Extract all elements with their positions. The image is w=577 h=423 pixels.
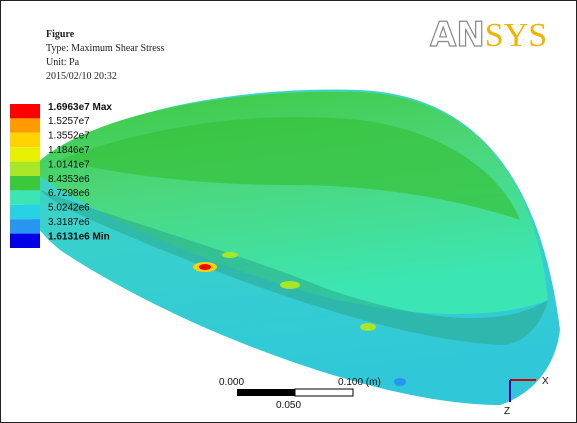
legend-swatch (10, 234, 40, 248)
axis-label: Z (504, 406, 510, 417)
legend-label: 1.5257e7 (48, 116, 90, 127)
scale-label: 0.050 (276, 400, 301, 411)
title: Figure (46, 29, 75, 40)
legend-swatch (10, 176, 40, 190)
legend-label: 1.0141e7 (48, 159, 90, 170)
logo-part: AN (430, 15, 485, 55)
legend-label: 1.6963e7 Max (48, 102, 112, 113)
legend-swatch (10, 147, 40, 161)
timestamp: 2015/02/10 20:32 (46, 71, 117, 82)
logo: ANSYS (430, 15, 547, 55)
scale-label: 0.100 (m) (338, 377, 381, 388)
legend-label: 6.7298e6 (48, 188, 90, 199)
legend-swatch (10, 118, 40, 132)
legend-swatch (10, 104, 40, 118)
legend-swatch (10, 162, 40, 176)
legend-swatch (10, 205, 40, 219)
legend-swatch (10, 219, 40, 233)
legend-label: 8.4353e6 (48, 174, 90, 185)
axis-label: X (542, 376, 549, 387)
legend-swatch (10, 190, 40, 204)
legend-label: 1.1846e7 (48, 145, 90, 156)
legend-swatch (10, 133, 40, 147)
legend-label: 5.0242e6 (48, 203, 90, 214)
legend-label: 1.6131e6 Min (48, 231, 110, 242)
legend-label: 3.3187e6 (48, 217, 90, 228)
logo-part: SYS (485, 17, 547, 54)
screenshot: Figure Type: Maximum Shear Stress Unit: … (0, 0, 577, 423)
unit: Unit: Pa (46, 57, 80, 68)
result-type: Type: Maximum Shear Stress (46, 43, 165, 54)
scale-label: 0.000 (219, 377, 244, 388)
legend-label: 1.3552e7 (48, 131, 90, 142)
